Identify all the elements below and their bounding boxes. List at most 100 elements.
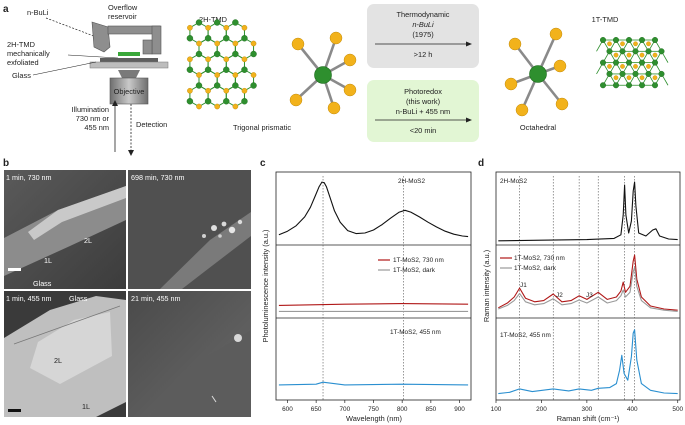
photo-time: <20 min [410,126,437,135]
panel-b: b 1 min, 730 nm 2L 1L Glass 698 min, 730… [3,158,251,417]
metal-atom [658,48,665,55]
chalcogen-atom [515,103,529,117]
metal-atom [213,82,221,89]
x-axis-c: 600 650 700 750 800 850 900 [282,400,465,413]
metal-atom [606,48,613,55]
chalcogen-atom [329,31,343,45]
metal-atom [241,35,248,42]
chalcogen-atom [289,93,303,107]
chalcogen-atom [196,40,202,47]
metal-atom [213,50,221,58]
annotation-j3: J3 [586,292,593,299]
metal-atom [204,66,212,73]
metal-atom [632,70,639,77]
tmd-pointer [67,54,119,59]
micrograph-1-label-2L: 2L [84,236,92,245]
metal-atom [613,37,620,44]
left-title: 2H-TMD [199,15,227,24]
chalcogen-atom [652,75,658,81]
reservoir-inner-wall [142,39,153,55]
chalcogen-atom [250,40,257,47]
legend-d-label-730: 1T-MoS2, 730 nm [514,255,565,262]
flake [118,52,140,56]
reservoir-label-2: reservoir [108,12,137,21]
x-tick-label: 700 [339,406,350,413]
metal-atom [626,59,633,66]
series-line [278,303,469,306]
tmd-label-1: 2H-TMD [7,40,35,49]
metal-atom [639,59,646,66]
x-tick-label: 100 [491,406,502,413]
objective-tip [118,70,140,78]
micrograph-4-spot [234,334,242,342]
chalcogen-atom [291,37,305,51]
micrograph-3-caption: 1 min, 455 nm [6,294,52,303]
chalcogen-atom [205,87,211,94]
micrograph-2-caption: 698 min, 730 nm [131,173,185,182]
thermo-time: >12 h [414,50,433,59]
panel-label-c: c [260,158,266,169]
metal-atom [606,70,613,77]
glass-pointer [32,61,97,76]
right-title: 1T-TMD [592,15,619,24]
series-line [498,266,678,312]
chalcogen-atom [508,37,522,51]
legend-c-label-730: 1T-MoS2, 730 nm [393,257,444,264]
objective-label: Objective [114,87,145,96]
pane-c-bottom-label: 1T-MoS2, 455 nm [390,329,441,336]
panel-label-b: b [3,158,9,169]
reference-lines-c [322,176,404,400]
x-tick-label: 500 [672,406,683,413]
chalcogen-atom [214,40,220,47]
plot-frame-d [495,171,681,401]
reservoir-left-wall [91,21,111,53]
chalcogen-atom [620,41,625,47]
octahedral-lattice [596,37,669,89]
chalcogen-atom [241,24,248,31]
y-axis-label-c: Photoluminescence intensity (a.u.) [261,230,270,343]
illumination-arrowhead [112,100,118,106]
chalcogen-atom [205,24,211,31]
thermo-line3: (1975) [412,30,433,39]
chalcogen-atom [626,52,632,58]
panel-label-a: a [3,4,9,15]
metal-atom [223,66,230,73]
stage [89,61,169,69]
detection-label: Detection [136,120,167,129]
chalcogen-atom [613,52,619,58]
metal-atom [626,37,633,44]
tmd-label-2: mechanically [7,49,50,58]
chalcogen-atom [250,72,257,78]
metal-atom [314,66,332,84]
chalcogen-atom [187,24,193,31]
illum-label-2: 730 nm or [76,114,110,123]
series-line [498,181,678,242]
left-caption: Trigonal prismatic [233,123,291,132]
pane-d-bottom-label: 1T-MoS2, 455 nm [500,332,551,339]
thermo-title: Thermodynamic [397,10,450,19]
x-tick-label: 300 [582,406,593,413]
x-tick-label: 750 [368,406,379,413]
photo-title: Photoredox [404,87,442,96]
metal-atom [619,48,626,55]
glass-slide [100,58,158,62]
series-line [498,254,678,311]
x-tick-label: 200 [536,406,547,413]
legend-d-label-dark: 1T-MoS2, dark [514,265,557,272]
panel-label-d: d [478,158,484,169]
curves-c [278,181,469,386]
chalcogen-atom [187,56,193,63]
photo-line2: (this work) [406,97,440,106]
trigonal-prismatic-unit [289,31,357,115]
chalcogen-atom [504,77,518,91]
legend-c-label-dark: 1T-MoS2, dark [393,267,436,274]
series-line [278,381,469,386]
detection-arrowhead [128,150,134,156]
reference-lines-d [519,176,635,400]
series-line [278,181,469,238]
right-caption: Octahedral [520,123,557,132]
tmd-label-3: exfoliated [7,58,39,67]
micrograph-3-label-glass: Glass [69,294,88,303]
metal-atom [652,37,659,44]
metal-atom [600,82,607,89]
